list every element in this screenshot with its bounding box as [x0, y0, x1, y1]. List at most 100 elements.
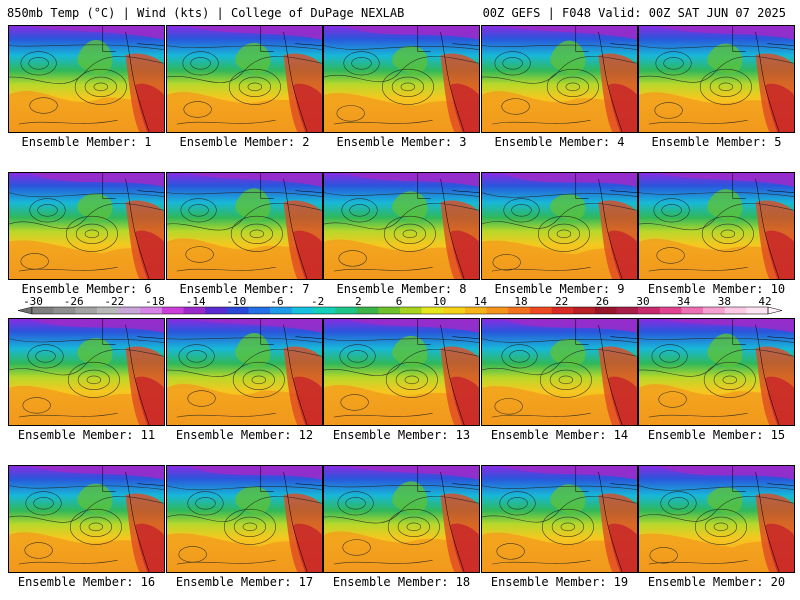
colorbar-segment [746, 307, 769, 314]
colorbar-tick-label: 14 [474, 296, 488, 308]
ensemble-member-label: Ensemble Member: 16 [17, 575, 156, 589]
colorbar-segment [226, 307, 249, 314]
colorbar-tick-label: -14 [186, 296, 206, 308]
ensemble-member-panel: Ensemble Member: 12 [166, 318, 323, 449]
colorbar-segment [638, 307, 661, 314]
ensemble-member-panel: Ensemble Member: 20 [638, 465, 795, 596]
temperature-wind-map [8, 318, 165, 426]
temperature-wind-map [166, 172, 323, 280]
colorbar-segment [205, 307, 228, 314]
ensemble-member-label: Ensemble Member: 7 [179, 282, 310, 296]
temperature-wind-map [323, 172, 480, 280]
colorbar-tick-label: 6 [396, 296, 403, 308]
colorbar-tick-label: -30 [23, 296, 43, 308]
temperature-wind-map [638, 465, 795, 573]
temperature-wind-map [481, 25, 638, 133]
colorbar-segment [421, 307, 444, 314]
temperature-wind-map [166, 25, 323, 133]
temperature-wind-map [638, 318, 795, 426]
colorbar-segment [551, 307, 574, 314]
ensemble-member-label: Ensemble Member: 8 [336, 282, 467, 296]
colorbar-segment [724, 307, 747, 314]
ensemble-member-label: Ensemble Member: 13 [332, 428, 471, 442]
colorbar-segment [681, 307, 704, 314]
ensemble-member-panel: Ensemble Member: 7 [166, 172, 323, 303]
colorbar-tick-label: -26 [64, 296, 84, 308]
colorbar-segment [291, 307, 314, 314]
colorbar-segment [140, 307, 163, 314]
colorbar-segment [248, 307, 271, 314]
ensemble-member-label: Ensemble Member: 14 [490, 428, 629, 442]
colorbar-tick-label: -10 [226, 296, 246, 308]
ensemble-member-panel: Ensemble Member: 6 [8, 172, 165, 303]
ensemble-member-panel: Ensemble Member: 3 [323, 25, 480, 156]
ensemble-member-label: Ensemble Member: 2 [179, 135, 310, 149]
colorbar-tick-label: 30 [636, 296, 649, 308]
ensemble-member-label: Ensemble Member: 18 [332, 575, 471, 589]
colorbar-tick-label: 38 [718, 296, 731, 308]
colorbar-tick-label: 10 [433, 296, 446, 308]
ensemble-member-panel: Ensemble Member: 15 [638, 318, 795, 449]
ensemble-member-panel: Ensemble Member: 8 [323, 172, 480, 303]
chart-title: 850mb Temp (°C) | Wind (kts) | College o… [7, 6, 405, 20]
ensemble-member-label: Ensemble Member: 3 [336, 135, 467, 149]
ensemble-member-label: Ensemble Member: 12 [175, 428, 314, 442]
colorbar-outline [31, 306, 769, 315]
ensemble-member-panel: Ensemble Member: 9 [481, 172, 638, 303]
ensemble-member-panel: Ensemble Member: 4 [481, 25, 638, 156]
ensemble-member-label: Ensemble Member: 20 [647, 575, 786, 589]
ensemble-member-panel: Ensemble Member: 10 [638, 172, 795, 303]
colorbar-segment [659, 307, 682, 314]
colorbar-segment [75, 307, 98, 314]
ensemble-member-panel: Ensemble Member: 19 [481, 465, 638, 596]
colorbar-segment [32, 307, 54, 314]
temperature-wind-map [166, 318, 323, 426]
colorbar-segment [270, 307, 293, 314]
colorbar-segment [118, 307, 141, 314]
colorbar-segment [616, 307, 639, 314]
ensemble-member-panel: Ensemble Member: 1 [8, 25, 165, 156]
ensemble-member-label: Ensemble Member: 17 [175, 575, 314, 589]
temperature-wind-map [481, 318, 638, 426]
colorbar-segment [356, 307, 379, 314]
colorbar-segment [703, 307, 726, 314]
ensemble-member-label: Ensemble Member: 15 [647, 428, 786, 442]
colorbar-tick-label: 34 [677, 296, 691, 308]
colorbar-segment [335, 307, 358, 314]
colorbar-segment [96, 307, 119, 314]
ensemble-member-label: Ensemble Member: 9 [494, 282, 625, 296]
temperature-wind-map [8, 465, 165, 573]
temperature-wind-map [323, 25, 480, 133]
colorbar-tick-label: 42 [758, 296, 771, 308]
colorbar-tick-label: 2 [355, 296, 362, 308]
colorbar-max-arrow [767, 306, 783, 315]
colorbar-segment [573, 307, 596, 314]
colorbar-tick-label: -2 [311, 296, 324, 308]
ensemble-member-panel: Ensemble Member: 14 [481, 318, 638, 449]
ensemble-member-panel: Ensemble Member: 17 [166, 465, 323, 596]
ensemble-member-label: Ensemble Member: 1 [21, 135, 152, 149]
ensemble-member-label: Ensemble Member: 6 [21, 282, 152, 296]
ensemble-member-panel: Ensemble Member: 18 [323, 465, 480, 596]
ensemble-member-panel: Ensemble Member: 5 [638, 25, 795, 156]
temperature-colorbar: -30 -26 -22 -18 -14 -10 -6 -2 2 6 10 14 18 22 26 30 34 38… [17, 296, 783, 315]
temperature-wind-map [481, 465, 638, 573]
ensemble-member-label: Ensemble Member: 10 [647, 282, 786, 296]
temperature-wind-map [166, 465, 323, 573]
colorbar-tick-label: -18 [145, 296, 165, 308]
ensemble-member-panel: Ensemble Member: 16 [8, 465, 165, 596]
colorbar-segment [378, 307, 401, 314]
ensemble-member-label: Ensemble Member: 11 [17, 428, 156, 442]
colorbar-segment [313, 307, 336, 314]
colorbar-segment [464, 307, 487, 314]
colorbar-segment [53, 307, 76, 314]
colorbar-tick-label: 22 [555, 296, 568, 308]
colorbar-segment [400, 307, 422, 314]
ensemble-member-panel: Ensemble Member: 2 [166, 25, 323, 156]
colorbar-segment [486, 307, 509, 314]
model-run-info: 00Z GEFS | F048 Valid: 00Z SAT JUN 07 20… [482, 6, 786, 20]
ensemble-member-panel: Ensemble Member: 13 [323, 318, 480, 449]
colorbar-segment [594, 307, 617, 314]
colorbar-segment [529, 307, 552, 314]
ensemble-member-label: Ensemble Member: 5 [651, 135, 782, 149]
